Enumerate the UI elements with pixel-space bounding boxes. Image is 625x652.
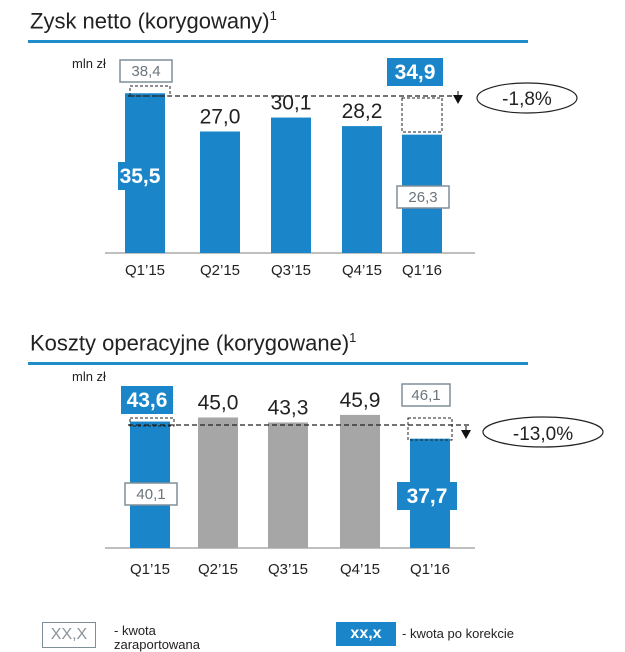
chart2-dashed-box-0	[129, 417, 175, 427]
chart2-reported-box-1	[401, 383, 451, 407]
chart1-adjusted-box-0	[118, 162, 162, 190]
chart1-reported-label-0: 38,4	[131, 63, 160, 80]
chart2-adjusted-label-0: 43,6	[127, 389, 168, 412]
chart2-unit-label: mln zł	[72, 369, 106, 384]
chart1-title: Zysk netto (korygowany)1	[30, 8, 277, 34]
chart1-bar-2	[271, 117, 311, 253]
chart1-reported-label-1: 26,3	[408, 189, 437, 206]
chart2-bar-2	[268, 422, 308, 548]
chart2-change-arrow	[461, 430, 471, 439]
chart2-tick-label-0: Q1’15	[130, 561, 170, 578]
chart2-adjusted-box-0	[121, 386, 173, 414]
legend-reported-box: XX,X	[42, 622, 96, 648]
chart1-adjusted-label-0: 35,5	[120, 165, 161, 188]
chart2-adjusted-label-1: 37,7	[407, 485, 448, 508]
chart2-tick-label-1: Q2’15	[198, 561, 238, 578]
chart1-change-ellipse	[476, 82, 578, 114]
chart1-reported-box-1	[396, 185, 450, 209]
chart1-value-label-2: 30,1	[271, 92, 312, 115]
chart2-reported-box-0	[124, 482, 178, 506]
chart2-dashed-box-1	[407, 417, 453, 441]
chart2-title-rule	[28, 362, 528, 365]
chart1-value-label-1: 27,0	[200, 106, 241, 129]
chart2-adjusted-box-1	[397, 482, 457, 510]
chart1-reported-box-0	[119, 59, 173, 83]
chart1-unit-label: mln zł	[72, 56, 106, 71]
chart2-value-label-1: 45,0	[198, 392, 239, 415]
chart1-tick-label-4: Q1’16	[402, 262, 442, 279]
chart1-tick-label-0: Q1’15	[125, 262, 165, 279]
chart2-value-label-2: 43,3	[268, 396, 309, 419]
chart2-tick-label-3: Q4’15	[340, 561, 380, 578]
chart2-tick-label-2: Q3’15	[268, 561, 308, 578]
chart2-value-label-3: 45,9	[340, 389, 381, 412]
chart2-change-ellipse	[482, 416, 604, 448]
chart1-value-label-3: 28,2	[342, 100, 383, 123]
chart1-change-arrow	[453, 95, 463, 104]
legend-adjusted-label: - kwota po korekcie	[402, 626, 514, 641]
chart1-dashed-box-0	[129, 85, 171, 97]
chart1-title-rule	[28, 40, 528, 43]
legend-adjusted-box: xx,x	[336, 622, 396, 646]
chart2-reported-label-1: 46,1	[411, 387, 440, 404]
chart2-title: Koszty operacyjne (korygowane)1	[30, 330, 357, 356]
chart2-change-label: -13,0%	[513, 424, 573, 445]
chart1-adjusted-box-1	[387, 58, 443, 86]
chart1-bar-3	[342, 126, 382, 253]
chart2-bar-3	[340, 414, 380, 548]
legend-reported-label: - kwota zaraportowana	[114, 623, 200, 652]
chart2-tick-label-4: Q1’16	[410, 561, 450, 578]
chart1-adjusted-label-1: 34,9	[395, 61, 436, 84]
chart1-tick-label-3: Q4’15	[342, 262, 382, 279]
chart1-tick-label-2: Q3’15	[271, 262, 311, 279]
chart1-bar-1	[200, 131, 240, 253]
chart2-reported-label-0: 40,1	[136, 486, 165, 503]
chart1-change-label: -1,8%	[502, 89, 552, 110]
chart2-bar-1	[198, 417, 238, 548]
chart1-tick-label-1: Q2’15	[200, 262, 240, 279]
chart1-dashed-box-1	[401, 97, 443, 133]
